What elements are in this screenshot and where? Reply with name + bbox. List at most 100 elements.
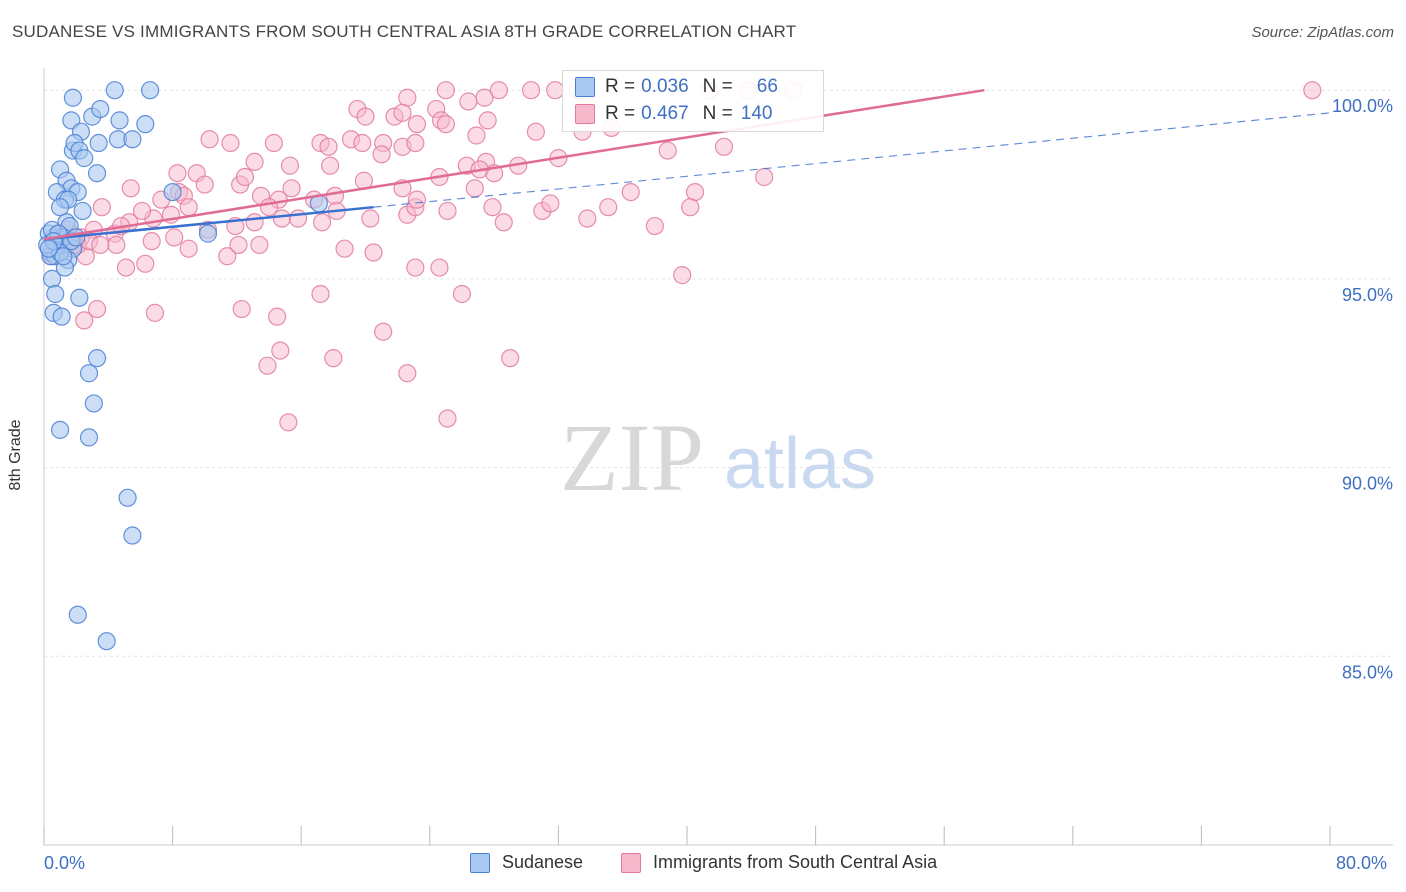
immigrants-point <box>645 216 664 236</box>
y-tick-label: 90.0% <box>1342 474 1393 494</box>
immigrants-point <box>436 81 455 100</box>
watermark: ZIP atlas <box>560 404 876 511</box>
immigrants-point <box>526 122 545 141</box>
immigrants-point <box>325 186 345 205</box>
axes <box>43 68 1393 846</box>
immigrants-point <box>406 133 425 153</box>
legend-label: Sudanese <box>502 852 584 872</box>
immigrants-point <box>132 201 152 221</box>
immigrants-point <box>279 413 298 432</box>
sudanese-point <box>73 201 92 221</box>
immigrants-point <box>521 81 541 100</box>
immigrants-point <box>235 167 255 187</box>
r-label: R = <box>605 103 636 124</box>
trend-lines <box>43 88 1331 241</box>
legend-item-immigrants[interactable]: Immigrants from South Central Asia <box>621 852 937 873</box>
immigrants-point <box>245 152 264 171</box>
immigrants-point <box>398 88 417 107</box>
immigrants-point <box>755 167 774 187</box>
immigrants-point <box>121 179 140 198</box>
immigrants-swatch <box>575 104 595 124</box>
immigrants-point <box>107 235 126 255</box>
immigrants-point <box>229 235 248 255</box>
immigrants-point <box>288 209 308 228</box>
immigrants-point <box>374 322 393 341</box>
series-legend: Sudanese Immigrants from South Central A… <box>0 852 1406 878</box>
immigrants-point <box>541 194 560 213</box>
immigrants-point <box>452 284 472 304</box>
immigrants-point <box>658 141 677 160</box>
immigrants-point <box>282 179 301 198</box>
sudanese-point <box>198 224 218 243</box>
immigrants-point <box>475 88 494 107</box>
immigrants-trend-line <box>43 88 985 241</box>
immigrants-point <box>393 103 412 122</box>
sudanese-point <box>91 99 110 119</box>
immigrants-point <box>87 299 107 319</box>
immigrants-point <box>335 239 354 258</box>
r-value: 0.467 <box>641 103 689 124</box>
immigrants-point <box>75 311 94 330</box>
immigrants-point <box>407 115 427 134</box>
sudanese-point <box>63 88 83 107</box>
immigrants-point <box>221 133 240 153</box>
immigrants-point <box>467 126 486 145</box>
immigrants-point <box>165 228 184 247</box>
immigrants-point <box>673 266 692 285</box>
r-value: 0.036 <box>641 76 689 97</box>
n-label: N = <box>702 103 733 124</box>
y-tick-label: 100.0% <box>1332 96 1393 116</box>
immigrants-point <box>489 81 509 100</box>
immigrants-point <box>436 115 455 134</box>
immigrants-point <box>91 235 110 255</box>
immigrants-point <box>438 409 457 428</box>
immigrants-point <box>272 209 292 228</box>
immigrants-point <box>168 164 187 183</box>
sudanese-point <box>140 81 160 100</box>
y-tick-label: 85.0% <box>1342 662 1393 682</box>
immigrants-point <box>1303 81 1322 100</box>
immigrants-point <box>311 284 330 304</box>
sudanese-point <box>79 428 99 447</box>
legend-item-sudanese[interactable]: Sudanese <box>470 852 583 873</box>
source-label: Source: ZipAtlas.com <box>1251 24 1394 41</box>
immigrants-point <box>459 92 478 111</box>
x-tick-label-max: 80.0% <box>1336 853 1388 873</box>
sudanese-point <box>42 269 62 288</box>
data-points <box>38 81 1322 651</box>
sudanese-trend-extension <box>373 112 1331 208</box>
immigrants-point <box>681 198 700 217</box>
immigrants-point <box>321 156 340 175</box>
sudanese-point <box>163 182 182 202</box>
immigrants-point <box>200 130 219 149</box>
immigrants-point <box>685 182 705 202</box>
immigrants-point <box>356 107 375 126</box>
immigrants-point <box>258 356 277 375</box>
watermark-atlas: atlas <box>724 424 876 504</box>
immigrants-point <box>361 209 380 228</box>
immigrants-point <box>319 137 338 156</box>
immigrants-point <box>116 258 136 277</box>
sudanese-point <box>87 349 107 368</box>
sudanese-point <box>105 81 124 100</box>
immigrants-point <box>478 111 497 130</box>
immigrants-point <box>578 209 597 228</box>
immigrants-point <box>324 349 343 368</box>
immigrants-point <box>501 349 520 368</box>
immigrants-point <box>483 198 502 217</box>
immigrants-point <box>267 307 287 326</box>
immigrants-point <box>245 213 264 232</box>
immigrants-point <box>271 341 290 360</box>
immigrants-point <box>250 235 269 255</box>
sudanese-point <box>54 247 73 266</box>
immigrants-point <box>142 232 161 251</box>
sudanese-point <box>50 198 70 217</box>
immigrants-point <box>136 254 155 273</box>
immigrants-point <box>179 198 198 217</box>
sudanese-point <box>89 133 108 153</box>
r-label: R = <box>605 76 636 97</box>
legend-row-sudanese: R = 0.036 N = 66 <box>575 75 778 99</box>
sudanese-swatch <box>575 77 595 97</box>
sudanese-point <box>84 394 103 413</box>
sudanese-trend-line <box>43 205 374 241</box>
